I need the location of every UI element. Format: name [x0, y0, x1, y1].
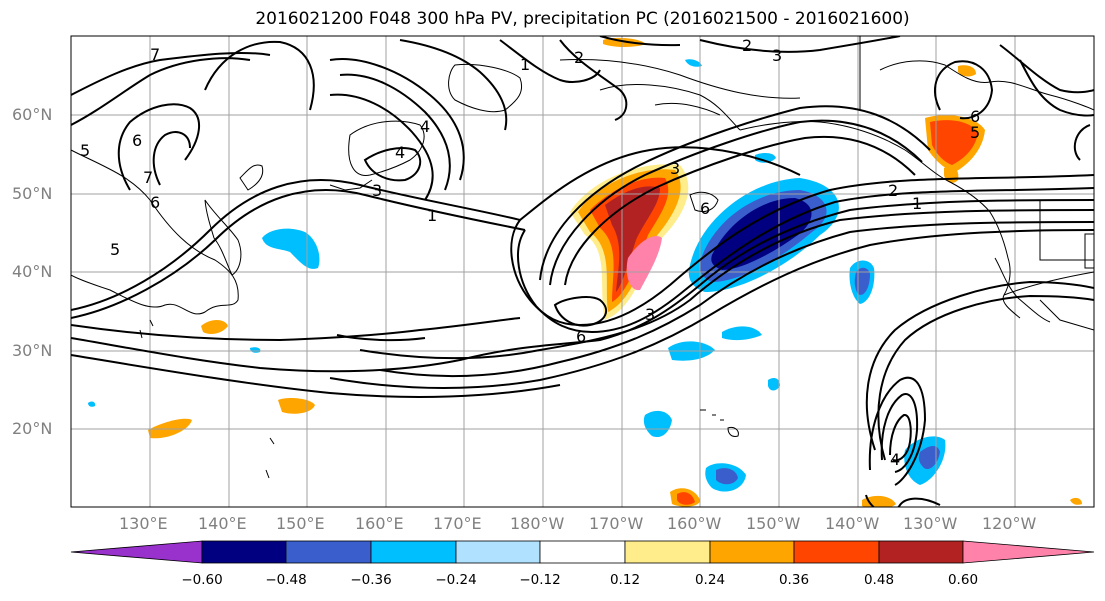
- precipitation-shading: [88, 37, 1082, 507]
- contour-label: 7: [150, 45, 160, 64]
- colorbar-tick: 0.60: [947, 572, 979, 588]
- colorbar: [70, 540, 1095, 564]
- colorbar-tick: 0.48: [863, 572, 895, 588]
- lon-label-170w: 170°W: [589, 514, 644, 533]
- colorbar-segment-6: [624, 540, 711, 564]
- lon-label-130w: 130°W: [903, 514, 958, 533]
- contour-label: 1: [912, 194, 922, 213]
- pv-contours: [71, 36, 1094, 507]
- colorbar-tick: −0.12: [519, 572, 561, 588]
- colorbar-tick: −0.24: [435, 572, 477, 588]
- colorbar-segment-1: [201, 540, 287, 564]
- lon-label-140e: 140°E: [198, 514, 247, 533]
- map-title: 2016021200 F048 300 hPa PV, precipitatio…: [255, 9, 910, 29]
- contour-label: 2: [888, 181, 898, 200]
- colorbar-segment-0: [70, 540, 203, 564]
- colorbar-tick: 0.36: [778, 572, 810, 588]
- lon-label-150e: 150°E: [276, 514, 325, 533]
- contour-label: 6: [970, 107, 980, 126]
- lon-label-180w: 180°W: [510, 514, 565, 533]
- lat-label-60n: 60°N: [12, 105, 53, 124]
- contour-label: 5: [970, 123, 980, 142]
- lat-label-40n: 40°N: [12, 262, 53, 281]
- lon-label-120w: 120°W: [982, 514, 1037, 533]
- contour-label: 2: [742, 36, 752, 55]
- colorbar-segment-3: [370, 540, 457, 564]
- contour-label: 6: [576, 327, 586, 346]
- coastlines: [71, 36, 1094, 479]
- contour-label: 6: [150, 193, 160, 212]
- contour-label: 5: [110, 240, 120, 259]
- contour-label: 2: [574, 48, 584, 67]
- contour-labels: 7 6 5 4 3 2 1 7 5 6 4 3 2 1 6 5 6 3 6 3 …: [80, 36, 980, 469]
- colorbar-segment-5: [539, 540, 626, 564]
- colorbar-tick: −0.60: [181, 572, 223, 588]
- contour-label: 3: [772, 46, 782, 65]
- contour-label: 3: [372, 181, 382, 200]
- colorbar-tick: 0.24: [694, 572, 726, 588]
- colorbar-segment-2: [285, 540, 372, 564]
- contour-label: 6: [700, 199, 710, 218]
- colorbar-segment-8: [793, 540, 880, 564]
- colorbar-segment-10: [962, 540, 1095, 564]
- lat-label-50n: 50°N: [12, 184, 53, 203]
- colorbar-segment-7: [709, 540, 795, 564]
- contour-label: 6: [132, 131, 142, 150]
- colorbar-tick: 0.12: [609, 572, 641, 588]
- lon-label-160e: 160°E: [355, 514, 404, 533]
- lon-label-140w: 140°W: [825, 514, 880, 533]
- contour-label: 4: [395, 143, 405, 162]
- contour-label: 7: [143, 168, 153, 187]
- colorbar-tick: −0.48: [265, 572, 307, 588]
- lon-label-160w: 160°W: [667, 514, 722, 533]
- lat-label-30n: 30°N: [12, 341, 53, 360]
- lon-label-150w: 150°W: [746, 514, 801, 533]
- contour-label: 4: [890, 450, 900, 469]
- map-panel: 7 6 5 4 3 2 1 7 5 6 4 3 2 1 6 5 6 3 6 3 …: [71, 36, 1094, 507]
- lon-label-170e: 170°E: [433, 514, 482, 533]
- colorbar-segment-4: [455, 540, 541, 564]
- contour-label: 5: [80, 141, 90, 160]
- contour-label: 1: [520, 55, 530, 74]
- gridlines: [71, 36, 1094, 507]
- colorbar-tick: −0.36: [350, 572, 392, 588]
- lat-label-20n: 20°N: [12, 419, 53, 438]
- contour-label: 4: [420, 117, 430, 136]
- lon-label-130e: 130°E: [119, 514, 168, 533]
- map-frame: [70, 35, 1095, 508]
- contour-label: 3: [670, 159, 680, 178]
- contour-label: 3: [645, 305, 655, 324]
- contour-label: 1: [427, 206, 437, 225]
- colorbar-segment-9: [878, 540, 964, 564]
